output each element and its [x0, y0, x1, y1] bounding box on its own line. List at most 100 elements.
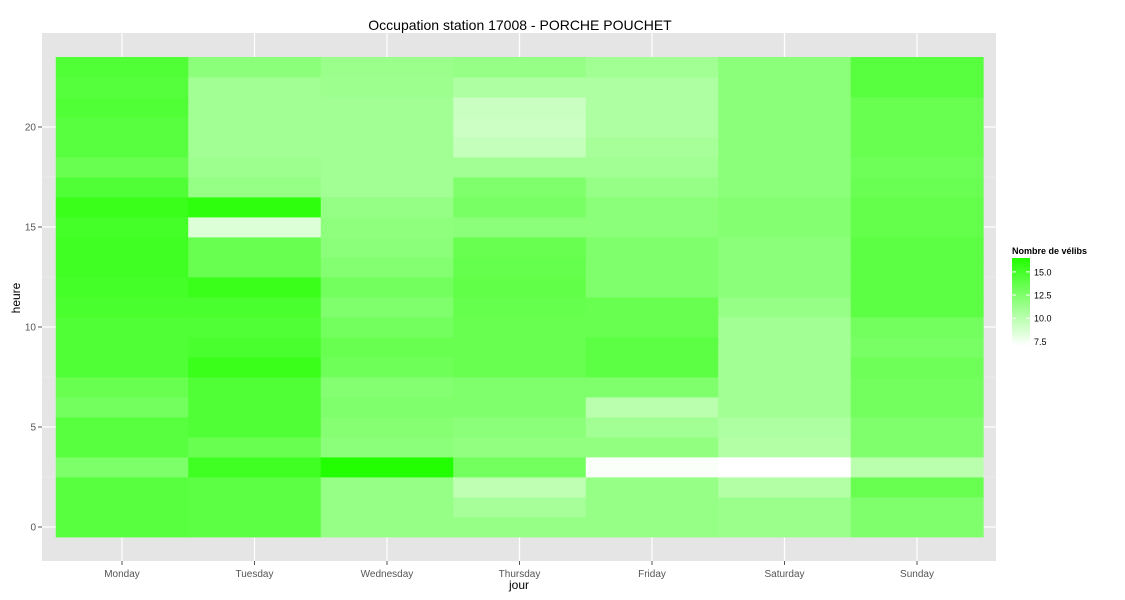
heatmap-tile — [850, 377, 984, 398]
heatmap-tile — [585, 217, 719, 238]
heatmap-tile — [453, 97, 587, 118]
heatmap-tile — [453, 117, 587, 138]
heatmap-tile — [585, 337, 719, 358]
x-axis: Monday Tuesday Wednesday Thursday Friday Satu… — [104, 561, 934, 580]
heatmap-tile — [453, 197, 587, 218]
heatmap-tile — [453, 417, 587, 438]
heatmap-tile — [850, 57, 984, 78]
heatmap-tile — [320, 317, 454, 338]
heatmap-tile — [585, 77, 719, 98]
legend-tick-label: 15.0 — [1034, 267, 1052, 277]
heatmap-tile — [718, 137, 852, 158]
heatmap-tile — [850, 77, 984, 98]
heatmap-tile — [453, 377, 587, 398]
heatmap-tile — [850, 157, 984, 178]
heatmap-tile — [850, 317, 984, 338]
heatmap-tile — [718, 237, 852, 258]
heatmap-tile — [718, 117, 852, 138]
y-tick-label: 10 — [25, 323, 37, 334]
heatmap-tile — [585, 237, 719, 258]
heatmap-tile — [188, 377, 322, 398]
heatmap-tile — [188, 137, 322, 158]
heatmap-tile — [850, 477, 984, 498]
legend-colorbar — [1012, 258, 1030, 346]
heatmap-tile — [55, 317, 189, 338]
heatmap-tile — [718, 257, 852, 278]
heatmap-tile — [453, 277, 587, 298]
heatmap-tile — [453, 437, 587, 458]
heatmap-tile — [585, 437, 719, 458]
heatmap-tile — [188, 517, 322, 538]
heatmap-tile — [188, 337, 322, 358]
heatmap-tile — [55, 417, 189, 438]
heatmap-tile — [55, 57, 189, 78]
heatmap-tile — [718, 357, 852, 378]
heatmap-tile — [850, 97, 984, 118]
heatmap-tile — [718, 57, 852, 78]
heatmap-tile — [188, 157, 322, 178]
heatmap-tile — [718, 197, 852, 218]
legend-tick-label: 7.5 — [1034, 337, 1047, 347]
color-legend: Nombre de vélibs 15.0 12.5 10.0 7.5 — [1012, 246, 1087, 347]
x-tick-label: Thursday — [499, 569, 541, 580]
heatmap-tile — [188, 77, 322, 98]
heatmap-tile — [55, 377, 189, 398]
heatmap-tile — [320, 157, 454, 178]
heatmap-tile — [55, 217, 189, 238]
x-tick-label: Wednesday — [361, 569, 414, 580]
heatmap-tile — [453, 137, 587, 158]
heatmap-tile — [320, 57, 454, 78]
heatmap-tile — [585, 137, 719, 158]
x-tick-label: Friday — [638, 569, 666, 580]
heatmap-tile — [188, 197, 322, 218]
heatmap-tile — [718, 217, 852, 238]
heatmap-tile — [55, 337, 189, 358]
heatmap-tile — [188, 97, 322, 118]
heatmap-tile — [320, 277, 454, 298]
heatmap-tile — [585, 457, 719, 478]
heatmap-tile — [718, 157, 852, 178]
heatmap-tile — [188, 117, 322, 138]
heatmap-tile — [453, 337, 587, 358]
heatmap-tile — [55, 297, 189, 318]
heatmap-tile — [55, 197, 189, 218]
heatmap-tile — [850, 297, 984, 318]
heatmap-tile — [585, 277, 719, 298]
heatmap-tile — [320, 97, 454, 118]
heatmap-tile — [850, 197, 984, 218]
heatmap-tile — [320, 477, 454, 498]
heatmap-tile — [585, 197, 719, 218]
heatmap-tile — [188, 57, 322, 78]
heatmap-tile — [453, 357, 587, 378]
x-tick-label: Sunday — [900, 569, 934, 580]
heatmap-tile — [453, 477, 587, 498]
heatmap-tile — [453, 297, 587, 318]
heatmap-tile — [320, 377, 454, 398]
heatmap-tile — [585, 357, 719, 378]
heatmap-tile — [850, 237, 984, 258]
heatmap-tile — [188, 417, 322, 438]
y-tick-label: 15 — [25, 223, 37, 234]
heatmap-tile — [320, 357, 454, 378]
heatmap-tile — [453, 257, 587, 278]
heatmap-tile — [585, 417, 719, 438]
heatmap-tile — [320, 417, 454, 438]
heatmap-tile — [585, 177, 719, 198]
heatmap-tile — [453, 157, 587, 178]
heatmap-tile — [55, 477, 189, 498]
heatmap-tile — [320, 237, 454, 258]
heatmap-tile — [55, 357, 189, 378]
heatmap-tile — [55, 257, 189, 278]
heatmap-tile — [453, 177, 587, 198]
heatmap-tile — [718, 417, 852, 438]
heatmap-tile — [850, 497, 984, 518]
heatmap-tile — [453, 237, 587, 258]
heatmap-tile — [850, 457, 984, 478]
heatmap-tile — [850, 277, 984, 298]
heatmap-tile — [188, 457, 322, 478]
heatmap-tile — [188, 317, 322, 338]
heatmap-tile — [718, 457, 852, 478]
heatmap-tile — [320, 77, 454, 98]
x-axis-title: jour — [508, 578, 529, 592]
heatmap-tile — [453, 457, 587, 478]
